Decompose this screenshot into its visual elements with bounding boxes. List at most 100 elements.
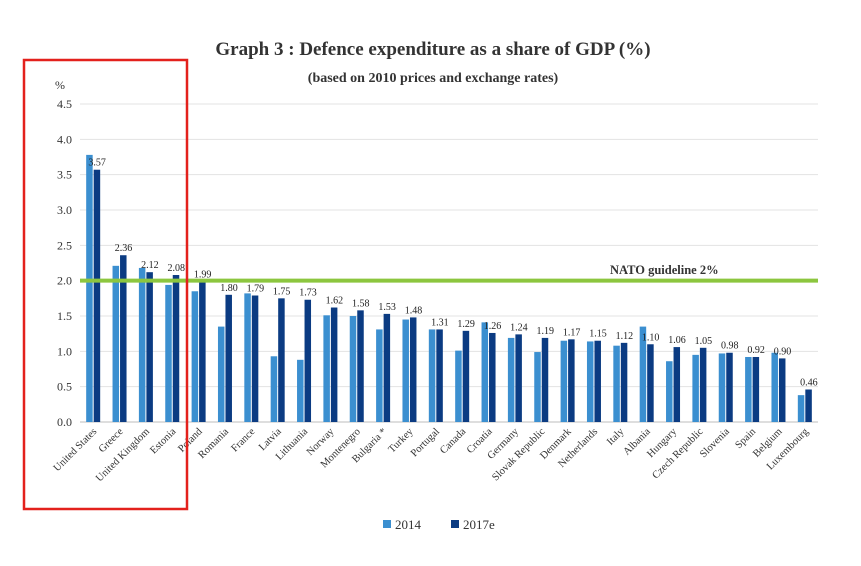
bar-2017e-belgium xyxy=(778,358,786,422)
bar-2014-poland xyxy=(191,291,199,422)
legend-label-2014: 2014 xyxy=(395,517,422,532)
bar-2017e-slovak-republic xyxy=(541,337,549,422)
legend-label-2017e: 2017e xyxy=(463,517,495,532)
y-tick-label: 4.5 xyxy=(57,97,72,111)
data-label: 1.26 xyxy=(484,321,502,332)
data-label: 0.92 xyxy=(747,345,765,356)
bar-2014-lithuania xyxy=(297,359,304,422)
bar-2017e-united-states xyxy=(93,169,101,422)
data-label: 1.58 xyxy=(352,298,370,309)
bar-2017e-montenegro xyxy=(357,310,364,422)
data-label: 2.36 xyxy=(115,243,133,254)
bar-2014-latvia xyxy=(270,356,278,422)
data-label: 1.48 xyxy=(405,305,423,316)
bar-2014-estonia xyxy=(165,284,172,422)
bar-2014-united-states xyxy=(86,154,93,422)
y-tick-label: 3.0 xyxy=(57,203,72,217)
bar-2017e-lithuania xyxy=(304,299,312,422)
data-label: 1.12 xyxy=(616,331,634,342)
category-label: Slovenia xyxy=(698,426,732,460)
bar-2014-slovenia xyxy=(718,353,726,422)
bar-2014-bulgaria- xyxy=(376,329,383,422)
data-label: 1.80 xyxy=(220,283,238,294)
data-label: 1.10 xyxy=(642,332,660,343)
data-label: 1.99 xyxy=(194,269,212,280)
data-label: 1.15 xyxy=(589,329,607,340)
y-tick-label: 0.5 xyxy=(57,380,72,394)
highlight-box xyxy=(22,58,189,511)
bar-2017e-hungary xyxy=(673,347,681,422)
category-label: Canada xyxy=(438,426,468,456)
bar-2017e-turkey xyxy=(409,317,417,422)
data-label: 1.06 xyxy=(668,335,686,346)
bar-2014-croatia xyxy=(481,322,489,422)
bar-2017e-italy xyxy=(620,342,628,422)
data-labels: 3.57 2.36 2.12 2.08 1.99 1.80 1.79 1.75 1.73 1.62… xyxy=(88,158,817,389)
data-label: 3.57 xyxy=(88,158,106,169)
data-label: 0.90 xyxy=(774,346,792,357)
y-tick-label: 0.0 xyxy=(57,415,72,429)
bar-2017e-greece xyxy=(120,255,127,422)
bar-2014-belgium xyxy=(771,352,778,422)
bar-2014-italy xyxy=(613,345,620,422)
bar-2017e-norway xyxy=(330,307,338,422)
category-label: France xyxy=(229,426,257,454)
y-tick-label: 1.0 xyxy=(57,344,72,358)
bar-2017e-luxembourg xyxy=(805,389,812,422)
bar-2014-spain xyxy=(745,356,752,422)
bar-2017e-croatia xyxy=(489,332,496,422)
bar-2014-romania xyxy=(217,326,225,422)
data-label: 1.24 xyxy=(510,322,528,333)
data-label: 1.31 xyxy=(431,317,449,328)
bar-2014-czech-republic xyxy=(692,354,699,422)
legend: 2014 2017e xyxy=(383,517,495,532)
y-axis-ticks: 0.0 0.5 1.0 1.5 2.0 2.5 3.0 3.5 4.0 4.5 xyxy=(57,97,72,429)
y-tick-label: 3.5 xyxy=(57,168,72,182)
bar-2017e-bulgaria- xyxy=(383,313,391,422)
bar-2017e-estonia xyxy=(172,275,180,422)
data-label: 1.05 xyxy=(695,336,713,347)
data-label: 0.46 xyxy=(800,377,818,388)
bar-2017e-germany xyxy=(515,334,522,422)
data-label: 2.12 xyxy=(141,260,159,271)
data-label: 1.75 xyxy=(273,286,291,297)
bar-2017e-latvia xyxy=(278,298,285,422)
data-label: 1.19 xyxy=(537,326,555,337)
bar-2014-france xyxy=(244,293,251,422)
bar-2014-albania xyxy=(639,326,647,422)
data-label: 1.17 xyxy=(563,327,581,338)
bar-2014-portugal xyxy=(428,329,436,422)
data-label: 1.73 xyxy=(299,288,317,299)
nato-guideline-label: NATO guideline 2% xyxy=(610,263,719,277)
bar-2017e-czech-republic xyxy=(699,347,707,422)
y-tick-label: 4.0 xyxy=(57,132,72,146)
nato-guideline: NATO guideline 2% xyxy=(80,263,818,283)
bar-2014-slovak-republic xyxy=(534,352,541,422)
bar-2017e-slovenia xyxy=(726,352,733,422)
bar-2014-norway xyxy=(323,315,330,422)
bar-2014-turkey xyxy=(402,319,409,422)
y-tick-label: 2.5 xyxy=(57,238,72,252)
bar-2014-netherlands xyxy=(586,341,594,422)
category-label: Portugal xyxy=(409,426,442,459)
bar-2017e-portugal xyxy=(436,329,443,422)
bar-2017e-united-kingdom xyxy=(146,272,153,422)
category-label: United States xyxy=(52,426,100,474)
bar-2017e-poland xyxy=(199,281,206,422)
category-label: Italy xyxy=(605,426,627,448)
chart-subtitle: (based on 2010 prices and exchange rates… xyxy=(308,71,559,86)
data-label: 1.79 xyxy=(247,284,265,295)
bar-2017e-spain xyxy=(752,356,760,422)
bar-2014-united-kingdom xyxy=(138,267,146,422)
bar-2014-denmark xyxy=(560,340,568,422)
bars xyxy=(86,154,812,422)
bar-2017e-romania xyxy=(225,294,232,422)
legend-swatch-2017e xyxy=(451,520,459,528)
y-axis-unit-label: % xyxy=(55,78,65,92)
bar-2017e-france xyxy=(251,295,259,422)
bar-2017e-albania xyxy=(647,344,654,422)
bar-2014-greece xyxy=(112,265,120,422)
bar-2017e-netherlands xyxy=(594,340,601,422)
bar-2017e-canada xyxy=(462,330,470,422)
